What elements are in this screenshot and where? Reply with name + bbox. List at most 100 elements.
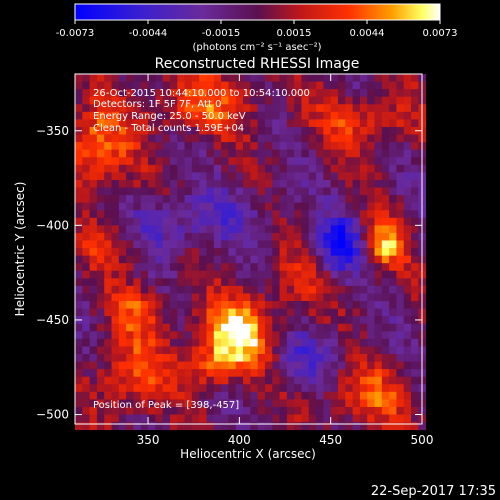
heatmap-cell <box>257 399 266 408</box>
heatmap-cell <box>381 89 390 98</box>
heatmap-cell <box>162 172 171 181</box>
heatmap-cell <box>89 172 98 181</box>
heatmap-cell <box>235 255 244 264</box>
heatmap-cell <box>228 270 237 279</box>
heatmap-cell <box>330 74 339 82</box>
heatmap-cell <box>250 293 259 302</box>
heatmap-cell <box>155 89 164 98</box>
heatmap-cell <box>104 301 112 309</box>
heatmap-cell <box>228 255 237 264</box>
heatmap-cell <box>111 346 120 355</box>
heatmap-cell <box>294 111 302 120</box>
heatmap-cell <box>177 240 185 249</box>
heatmap-cell <box>118 354 127 362</box>
heatmap-cell <box>199 74 207 82</box>
heatmap-cell <box>82 74 91 82</box>
heatmap-cell <box>221 157 229 166</box>
heatmap-cell <box>352 248 361 257</box>
heatmap-cell <box>148 406 156 415</box>
heatmap-cell <box>403 217 412 226</box>
heatmap-cell <box>133 217 142 226</box>
heatmap-cell <box>199 361 207 370</box>
plot-frame <box>74 73 423 425</box>
heatmap-cell <box>206 126 215 135</box>
heatmap-cell <box>396 361 405 370</box>
heatmap-cell <box>396 338 405 347</box>
heatmap-cell <box>140 142 149 151</box>
heatmap-cell <box>213 126 222 135</box>
heatmap-cell <box>235 422 244 431</box>
heatmap-cell <box>330 255 339 264</box>
heatmap-cell <box>374 255 383 264</box>
heatmap-cell <box>133 96 142 105</box>
heatmap-cell <box>337 81 346 90</box>
heatmap-cell <box>272 354 280 362</box>
heatmap-cell <box>367 406 375 415</box>
heatmap-cell <box>374 384 383 393</box>
heatmap-cell <box>191 149 200 158</box>
heatmap-cell <box>308 179 317 188</box>
heatmap-cell <box>308 104 317 113</box>
heatmap-cell <box>272 232 280 241</box>
heatmap-cell <box>359 240 368 249</box>
heatmap-cell <box>148 338 156 347</box>
heatmap-cell <box>411 293 419 302</box>
heatmap-cell <box>301 111 310 120</box>
heatmap-cell <box>323 399 332 408</box>
heatmap-cell <box>191 187 200 196</box>
heatmap-cell <box>330 399 339 408</box>
heatmap-cell <box>140 255 149 264</box>
heatmap-cell <box>367 384 375 393</box>
heatmap-cell <box>96 248 105 257</box>
heatmap-cell <box>264 293 273 302</box>
heatmap-cell <box>257 308 266 317</box>
heatmap-cell <box>199 149 207 158</box>
heatmap-cell <box>177 210 185 219</box>
heatmap-cell <box>133 134 142 143</box>
heatmap-cell <box>411 217 419 226</box>
heatmap-cell <box>403 164 412 173</box>
heatmap-cell <box>243 157 251 166</box>
heatmap-cell <box>345 316 353 325</box>
heatmap-cell <box>352 142 361 151</box>
heatmap-cell <box>221 240 229 249</box>
heatmap-cell <box>337 195 346 204</box>
heatmap-cell <box>374 308 383 317</box>
heatmap-cell <box>140 301 149 309</box>
heatmap-cell <box>374 179 383 188</box>
heatmap-cell <box>96 376 105 385</box>
heatmap-cell <box>118 391 127 400</box>
y-tick-label: −350 <box>36 124 69 138</box>
heatmap-cell <box>82 323 91 332</box>
heatmap-cell <box>279 142 288 151</box>
heatmap-cell <box>213 81 222 90</box>
heatmap-cell <box>308 316 317 325</box>
heatmap-cell <box>301 157 310 166</box>
heatmap-cell <box>359 308 368 317</box>
colorbar-tick-label: 0.0073 <box>423 28 458 39</box>
heatmap-cell <box>235 376 244 385</box>
heatmap-cell <box>330 126 339 135</box>
heatmap-cell <box>162 134 171 143</box>
heatmap-cell <box>243 240 251 249</box>
heatmap-cell <box>272 285 280 294</box>
heatmap-cell <box>381 202 390 211</box>
heatmap-cell <box>301 270 310 279</box>
heatmap-cell <box>243 172 251 181</box>
heatmap-cell <box>96 126 105 135</box>
heatmap-cell <box>403 248 412 257</box>
heatmap-cell <box>345 278 353 287</box>
heatmap-cell <box>411 346 419 355</box>
heatmap-cell <box>250 134 259 143</box>
heatmap-cell <box>279 278 288 287</box>
heatmap-cell <box>352 104 361 113</box>
heatmap-cell <box>359 149 368 158</box>
heatmap-cell <box>169 149 178 158</box>
heatmap-cell <box>381 172 390 181</box>
heatmap-cell <box>221 111 229 120</box>
heatmap-cell <box>155 422 164 431</box>
heatmap-cell <box>169 361 178 370</box>
heatmap-cell <box>403 134 412 143</box>
heatmap-cell <box>199 111 207 120</box>
heatmap-cell <box>177 81 185 90</box>
